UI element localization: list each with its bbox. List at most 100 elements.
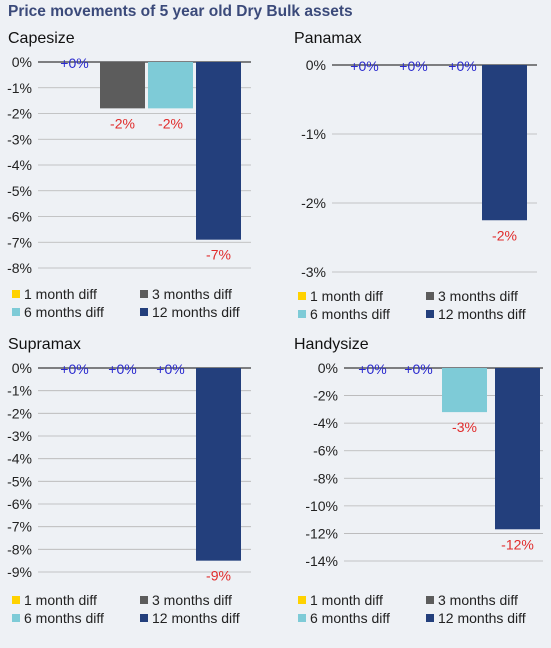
data-label: +0% bbox=[404, 361, 432, 377]
chart-title: Handysize bbox=[294, 336, 369, 353]
legend-label: 6 months diff bbox=[24, 304, 104, 320]
legend-swatch bbox=[298, 596, 306, 604]
page-title: Price movements of 5 year old Dry Bulk a… bbox=[8, 3, 353, 20]
legend-item: 1 month diff bbox=[298, 592, 383, 608]
y-tick-label: -3% bbox=[301, 264, 326, 280]
data-label: -2% bbox=[492, 227, 517, 243]
legend-swatch bbox=[426, 596, 434, 604]
bar-12-months-diff bbox=[196, 62, 241, 240]
y-tick-label: -10% bbox=[305, 498, 338, 514]
y-tick-label: -3% bbox=[7, 428, 32, 444]
bar-chart-capesize: 0% -1% -2% -3% -4% -5% -6% -7% -8% +0% -2% -2% -7% bbox=[7, 54, 251, 276]
data-label: -2% bbox=[158, 115, 183, 131]
y-tick-label: -6% bbox=[7, 209, 32, 225]
legend-item: 3 months diff bbox=[426, 288, 518, 304]
y-tick-label: 0% bbox=[12, 54, 32, 70]
data-label: -9% bbox=[206, 568, 231, 584]
legend-label: 1 month diff bbox=[310, 592, 383, 608]
legend-label: 12 months diff bbox=[152, 610, 240, 626]
y-tick-label: -1% bbox=[7, 80, 32, 96]
data-label: +0% bbox=[350, 58, 378, 74]
legend-swatch bbox=[426, 292, 434, 300]
legend-swatch bbox=[12, 596, 20, 604]
chart-title: Capesize bbox=[8, 30, 75, 47]
y-tick-label: -2% bbox=[7, 106, 32, 122]
legend-item: 12 months diff bbox=[140, 610, 240, 626]
legend-swatch bbox=[298, 310, 306, 318]
y-tick-label: -8% bbox=[7, 541, 32, 557]
bar-3-months-diff bbox=[100, 62, 145, 109]
legend-item: 12 months diff bbox=[426, 610, 526, 626]
bar-12-months-diff bbox=[482, 65, 527, 221]
legend-label: 1 month diff bbox=[24, 286, 97, 302]
legend-item: 12 months diff bbox=[426, 306, 526, 322]
chart-title: Supramax bbox=[8, 336, 81, 353]
legend-swatch bbox=[12, 290, 20, 298]
y-tick-label: -6% bbox=[7, 496, 32, 512]
legend-item: 1 month diff bbox=[12, 286, 97, 302]
y-tick-label: 0% bbox=[12, 360, 32, 376]
legend-swatch bbox=[140, 614, 148, 622]
chart-panel-panamax: Panamax 0% -1% -2% -3% +0% +0% +0% -2% 1 month … bbox=[294, 30, 551, 335]
bar-12-months-diff bbox=[495, 368, 540, 530]
legend-item: 6 months diff bbox=[12, 610, 104, 626]
y-tick-label: -1% bbox=[301, 126, 326, 142]
chart-panel-handysize: Handysize 0% -2% -4% -6% -8% -10% -12% -14% +0% +… bbox=[294, 336, 551, 641]
data-label: +0% bbox=[156, 361, 184, 377]
legend-item: 6 months diff bbox=[12, 304, 104, 320]
legend-item: 6 months diff bbox=[298, 610, 390, 626]
legend-label: 1 month diff bbox=[310, 288, 383, 304]
legend-item: 3 months diff bbox=[140, 286, 232, 302]
legend-label: 12 months diff bbox=[438, 306, 526, 322]
legend-item: 1 month diff bbox=[298, 288, 383, 304]
data-label: +0% bbox=[60, 55, 88, 71]
legend-item: 12 months diff bbox=[140, 304, 240, 320]
bar-6-months-diff bbox=[442, 368, 487, 413]
data-label: +0% bbox=[358, 361, 386, 377]
y-tick-label: -7% bbox=[7, 234, 32, 250]
legend-swatch bbox=[298, 292, 306, 300]
data-label: -7% bbox=[206, 247, 231, 263]
chart-title: Panamax bbox=[294, 30, 362, 47]
legend-item: 3 months diff bbox=[140, 592, 232, 608]
data-label: +0% bbox=[60, 361, 88, 377]
data-label: +0% bbox=[399, 58, 427, 74]
legend-item: 3 months diff bbox=[426, 592, 518, 608]
legend-item: 1 month diff bbox=[12, 592, 97, 608]
data-label: +0% bbox=[448, 58, 476, 74]
y-tick-label: 0% bbox=[306, 57, 326, 73]
bar-chart-handysize: 0% -2% -4% -6% -8% -10% -12% -14% +0% +0% -3% -12% bbox=[305, 360, 543, 569]
legend-label: 6 months diff bbox=[310, 610, 390, 626]
chart-panel-capesize: Capesize 0% -1% -2% -3% -4% -5% -6% -7% -8% +0% -2… bbox=[7, 30, 283, 335]
data-label: +0% bbox=[108, 361, 136, 377]
legend-label: 12 months diff bbox=[152, 304, 240, 320]
bar-6-months-diff bbox=[148, 62, 193, 109]
y-tick-label: -8% bbox=[313, 470, 338, 486]
bar-chart-panamax: 0% -1% -2% -3% +0% +0% +0% -2% bbox=[301, 57, 537, 280]
y-tick-label: -2% bbox=[301, 195, 326, 211]
legend-swatch bbox=[298, 614, 306, 622]
legend-swatch bbox=[140, 290, 148, 298]
y-tick-label: -4% bbox=[7, 451, 32, 467]
y-tick-label: -1% bbox=[7, 383, 32, 399]
legend-swatch bbox=[140, 596, 148, 604]
legend-swatch bbox=[426, 310, 434, 318]
data-label: -3% bbox=[452, 419, 477, 435]
y-tick-label: -3% bbox=[7, 131, 32, 147]
legend-swatch bbox=[12, 614, 20, 622]
y-tick-label: -9% bbox=[7, 564, 32, 580]
y-tick-label: -14% bbox=[305, 553, 338, 569]
legend-swatch bbox=[12, 308, 20, 316]
legend-swatch bbox=[140, 308, 148, 316]
legend-label: 3 months diff bbox=[438, 288, 518, 304]
legend-item: 6 months diff bbox=[298, 306, 390, 322]
y-tick-label: -2% bbox=[7, 405, 32, 421]
y-tick-label: -4% bbox=[7, 157, 32, 173]
y-tick-label: -5% bbox=[7, 473, 32, 489]
y-tick-label: -5% bbox=[7, 183, 32, 199]
legend-label: 3 months diff bbox=[152, 592, 232, 608]
legend-label: 1 month diff bbox=[24, 592, 97, 608]
bar-12-months-diff bbox=[196, 368, 241, 561]
y-tick-label: -4% bbox=[313, 415, 338, 431]
legend-label: 6 months diff bbox=[24, 610, 104, 626]
